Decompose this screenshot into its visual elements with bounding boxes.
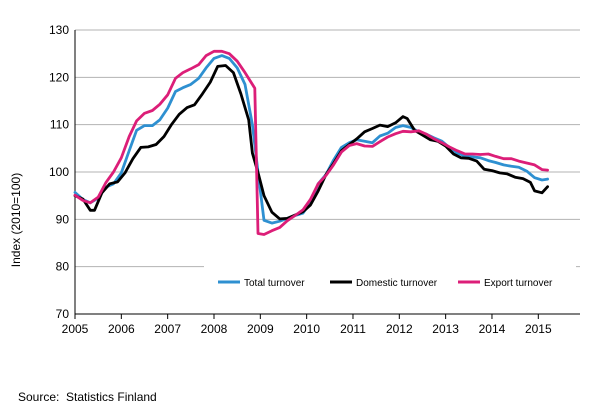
y-tick-label: 110	[50, 118, 69, 132]
x-tick-label: 2012	[386, 322, 413, 336]
legend-box	[204, 266, 576, 298]
x-tick-label: 2015	[525, 322, 552, 336]
y-tick-label: 70	[56, 307, 70, 321]
source-label: Source:	[18, 390, 60, 404]
x-tick-label: 2010	[293, 322, 320, 336]
legend-label: Domestic turnover	[356, 278, 438, 289]
source-note: Source: Statistics Finland	[18, 390, 157, 404]
y-tick-label: 100	[49, 165, 69, 179]
y-tick-label: 130	[49, 23, 69, 37]
series-line-domestic-turnover	[73, 64, 549, 221]
x-tick-label: 2006	[108, 322, 135, 336]
series-line-export-turnover	[73, 49, 549, 236]
axes	[74, 30, 580, 315]
x-tick-label: 2008	[201, 322, 228, 336]
legend-label: Export turnover	[484, 278, 553, 289]
series-lines	[73, 49, 549, 236]
x-tick-label: 2013	[432, 322, 459, 336]
legend: Total turnover Domestic turnover Export tu…	[204, 266, 576, 298]
y-tick-label: 80	[56, 260, 70, 274]
x-tick-label: 2014	[479, 322, 506, 336]
legend-label: Total turnover	[244, 278, 305, 289]
gridlines	[75, 29, 580, 268]
y-axis-ticks: 70 80 90 100 110 120 130	[49, 23, 69, 321]
x-tick-label: 2005	[62, 322, 89, 336]
x-tick-label: 2009	[247, 322, 274, 336]
y-tick-label: 90	[56, 212, 70, 226]
y-axis-title: Index (2010=100)	[9, 173, 23, 267]
x-tick-label: 2007	[154, 322, 181, 336]
x-tick-label: 2011	[340, 322, 366, 336]
x-axis-ticks: 2005 2006 2007 2008 2009 2010 2011 2012 2013 2014…	[62, 314, 552, 336]
source-value: Statistics Finland	[66, 390, 157, 404]
y-tick-label: 120	[49, 70, 69, 84]
